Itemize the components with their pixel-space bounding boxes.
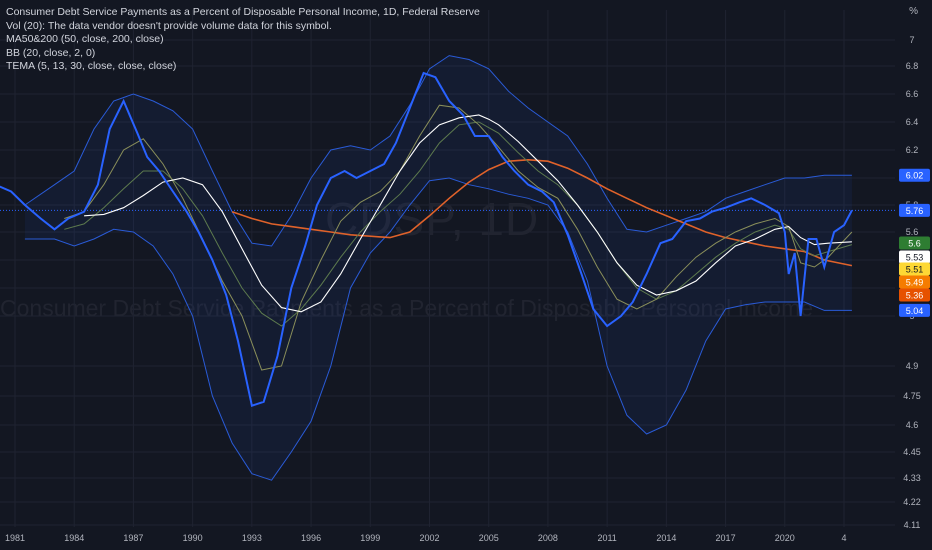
x-tick-label: 1993 [242, 533, 262, 543]
price-label-box [899, 275, 930, 289]
price-label-box [899, 288, 930, 302]
price-label-box [899, 236, 930, 250]
unit-label: % [909, 6, 918, 17]
y-tick-label: 6.6 [906, 89, 919, 99]
price-label: 5.53 [906, 253, 924, 263]
price-label: 5.36 [906, 291, 924, 301]
legend: Consumer Debt Service Payments as a Perc… [6, 6, 480, 74]
x-tick-label: 1984 [64, 533, 84, 543]
price-label: 5.49 [906, 278, 924, 288]
x-tick-label: 1990 [183, 533, 203, 543]
x-tick-label: 2005 [479, 533, 499, 543]
y-tick-label: 4.45 [903, 447, 921, 457]
price-label: 6.02 [906, 171, 924, 181]
x-tick-label: 1987 [123, 533, 143, 543]
price-label: 5.51 [906, 265, 924, 275]
x-tick-label: 2008 [538, 533, 558, 543]
y-tick-label: 4.33 [903, 473, 921, 483]
x-tick-label: 1981 [5, 533, 25, 543]
price-label: 5.76 [906, 206, 924, 216]
x-tick-label: 2011 [597, 533, 616, 543]
y-tick-label: 6.8 [906, 61, 919, 71]
watermark-description: Consumer Debt Service Payments as a Perc… [0, 295, 814, 321]
y-tick-label: 5.6 [906, 227, 919, 237]
price-label-box [899, 303, 930, 317]
y-tick-label: 4.22 [903, 497, 921, 507]
x-tick-label: 2002 [419, 533, 439, 543]
bb-upper-line [24, 55, 852, 247]
x-tick-label: 2014 [656, 533, 676, 543]
legend-line-vol[interactable]: Vol (20): The data vendor doesn't provid… [6, 19, 332, 32]
y-tick-label: 6.2 [906, 145, 919, 155]
ma50-line [84, 114, 852, 313]
price-label: 5.04 [906, 306, 924, 316]
y-tick-label: 7 [909, 35, 914, 45]
x-tick-label: 2020 [775, 533, 795, 543]
y-tick-label: 4.11 [904, 520, 921, 530]
y-tick-label: 6.4 [906, 117, 919, 127]
legend-line-tema[interactable]: TEMA (5, 13, 30, close, close, close) [6, 60, 177, 72]
y-tick-label: 4.9 [906, 361, 919, 371]
y-tick-label: 4.6 [906, 420, 919, 430]
price-label-box [899, 203, 930, 217]
legend-title[interactable]: Consumer Debt Service Payments as a Perc… [6, 6, 480, 18]
bb-band-fill [24, 55, 852, 481]
y-tick-label: 4.75 [903, 391, 921, 401]
price-label-box [899, 262, 930, 276]
price-line [0, 71, 853, 407]
bb-lower-line [24, 177, 852, 481]
x-tick-label: 2017 [716, 533, 736, 543]
x-tick-label: 4 [841, 533, 846, 543]
legend-line-ma[interactable]: MA50&200 (50, close, 200, close) [6, 33, 164, 45]
price-label: 5.6 [908, 239, 921, 249]
legend-line-bb[interactable]: BB (20, close, 2, 0) [6, 46, 96, 59]
x-tick-label: 1999 [360, 533, 380, 543]
price-label-box [899, 250, 930, 264]
x-tick-label: 1996 [301, 533, 321, 543]
price-label-box [899, 168, 930, 182]
